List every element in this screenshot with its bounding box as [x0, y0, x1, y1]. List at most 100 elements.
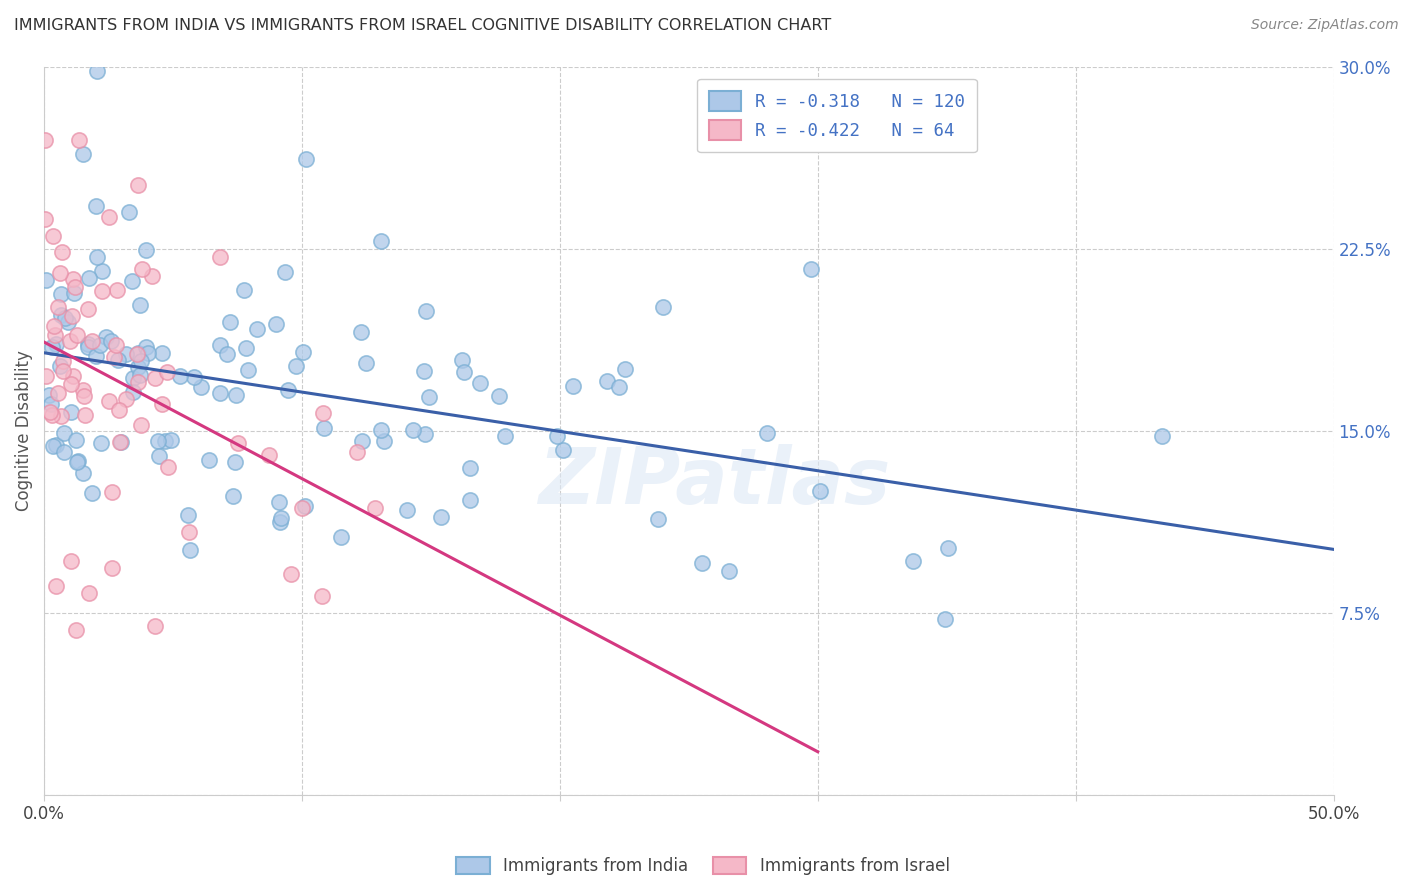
Point	[60, 309, 83, 323]
Point	[42, 319, 65, 334]
Point	[59, 554, 82, 568]
Point	[225, 388, 247, 402]
Point	[42, 229, 65, 244]
Point	[90, 436, 112, 450]
Point	[903, 554, 925, 568]
Point	[647, 512, 669, 526]
Point	[451, 352, 474, 367]
Point	[51, 308, 73, 322]
Point	[183, 370, 205, 384]
Point	[73, 389, 96, 403]
Point	[208, 250, 231, 264]
Point	[107, 402, 129, 417]
Point	[66, 328, 89, 343]
Point	[150, 345, 173, 359]
Point	[135, 340, 157, 354]
Point	[808, 483, 831, 498]
Point	[72, 146, 94, 161]
Point	[82, 334, 104, 349]
Point	[34, 273, 56, 287]
Point	[274, 265, 297, 279]
Point	[934, 611, 956, 625]
Point	[453, 365, 475, 379]
Point	[396, 503, 419, 517]
Point	[49, 266, 72, 280]
Point	[52, 364, 75, 378]
Point	[118, 204, 141, 219]
Text: Source: ZipAtlas.com: Source: ZipAtlas.com	[1251, 18, 1399, 32]
Point	[346, 445, 368, 459]
Point	[153, 434, 176, 448]
Point	[1150, 429, 1173, 443]
Point	[179, 524, 201, 539]
Point	[280, 567, 302, 582]
Point	[295, 153, 318, 167]
Point	[284, 359, 307, 373]
Text: IMMIGRANTS FROM INDIA VS IMMIGRANTS FROM ISRAEL COGNITIVE DISABILITY CORRELATION: IMMIGRANTS FROM INDIA VS IMMIGRANTS FROM…	[14, 18, 831, 33]
Point	[44, 328, 66, 343]
Point	[418, 390, 440, 404]
Point	[131, 261, 153, 276]
Point	[108, 434, 131, 449]
Point	[160, 433, 183, 447]
Point	[122, 370, 145, 384]
Point	[129, 298, 152, 312]
Point	[121, 274, 143, 288]
Point	[245, 321, 267, 335]
Point	[652, 300, 675, 314]
Point	[60, 376, 83, 391]
Point	[148, 450, 170, 464]
Point	[488, 389, 510, 403]
Point	[98, 393, 121, 408]
Point	[370, 423, 392, 437]
Point	[364, 500, 387, 515]
Point	[350, 434, 373, 449]
Point	[146, 434, 169, 448]
Point	[114, 347, 136, 361]
Point	[311, 590, 333, 604]
Point	[62, 272, 84, 286]
Point	[270, 511, 292, 525]
Point	[157, 460, 180, 475]
Point	[233, 283, 256, 297]
Y-axis label: Cognitive Disability: Cognitive Disability	[15, 351, 32, 511]
Point	[370, 234, 392, 248]
Point	[52, 353, 75, 368]
Point	[41, 409, 63, 423]
Point	[45, 438, 67, 452]
Point	[72, 383, 94, 397]
Point	[290, 500, 312, 515]
Point	[208, 385, 231, 400]
Point	[34, 212, 56, 227]
Point	[89, 338, 111, 352]
Point	[169, 369, 191, 384]
Point	[76, 336, 98, 351]
Point	[34, 133, 56, 147]
Point	[562, 379, 585, 393]
Point	[546, 428, 568, 442]
Point	[42, 439, 65, 453]
Point	[413, 364, 436, 378]
Point	[66, 455, 89, 469]
Point	[38, 388, 60, 402]
Point	[82, 486, 104, 500]
Point	[257, 448, 280, 462]
Point	[45, 579, 67, 593]
Point	[98, 211, 121, 225]
Point	[224, 455, 246, 469]
Point	[277, 383, 299, 397]
Point	[156, 365, 179, 379]
Point	[72, 467, 94, 481]
Point	[291, 344, 314, 359]
Point	[330, 530, 353, 544]
Point	[35, 368, 58, 383]
Point	[86, 64, 108, 78]
Point	[86, 349, 108, 363]
Point	[115, 392, 138, 407]
Point	[76, 340, 98, 354]
Point	[354, 356, 377, 370]
Point	[77, 586, 100, 600]
Point	[59, 334, 82, 348]
Point	[51, 245, 73, 260]
Point	[800, 262, 823, 277]
